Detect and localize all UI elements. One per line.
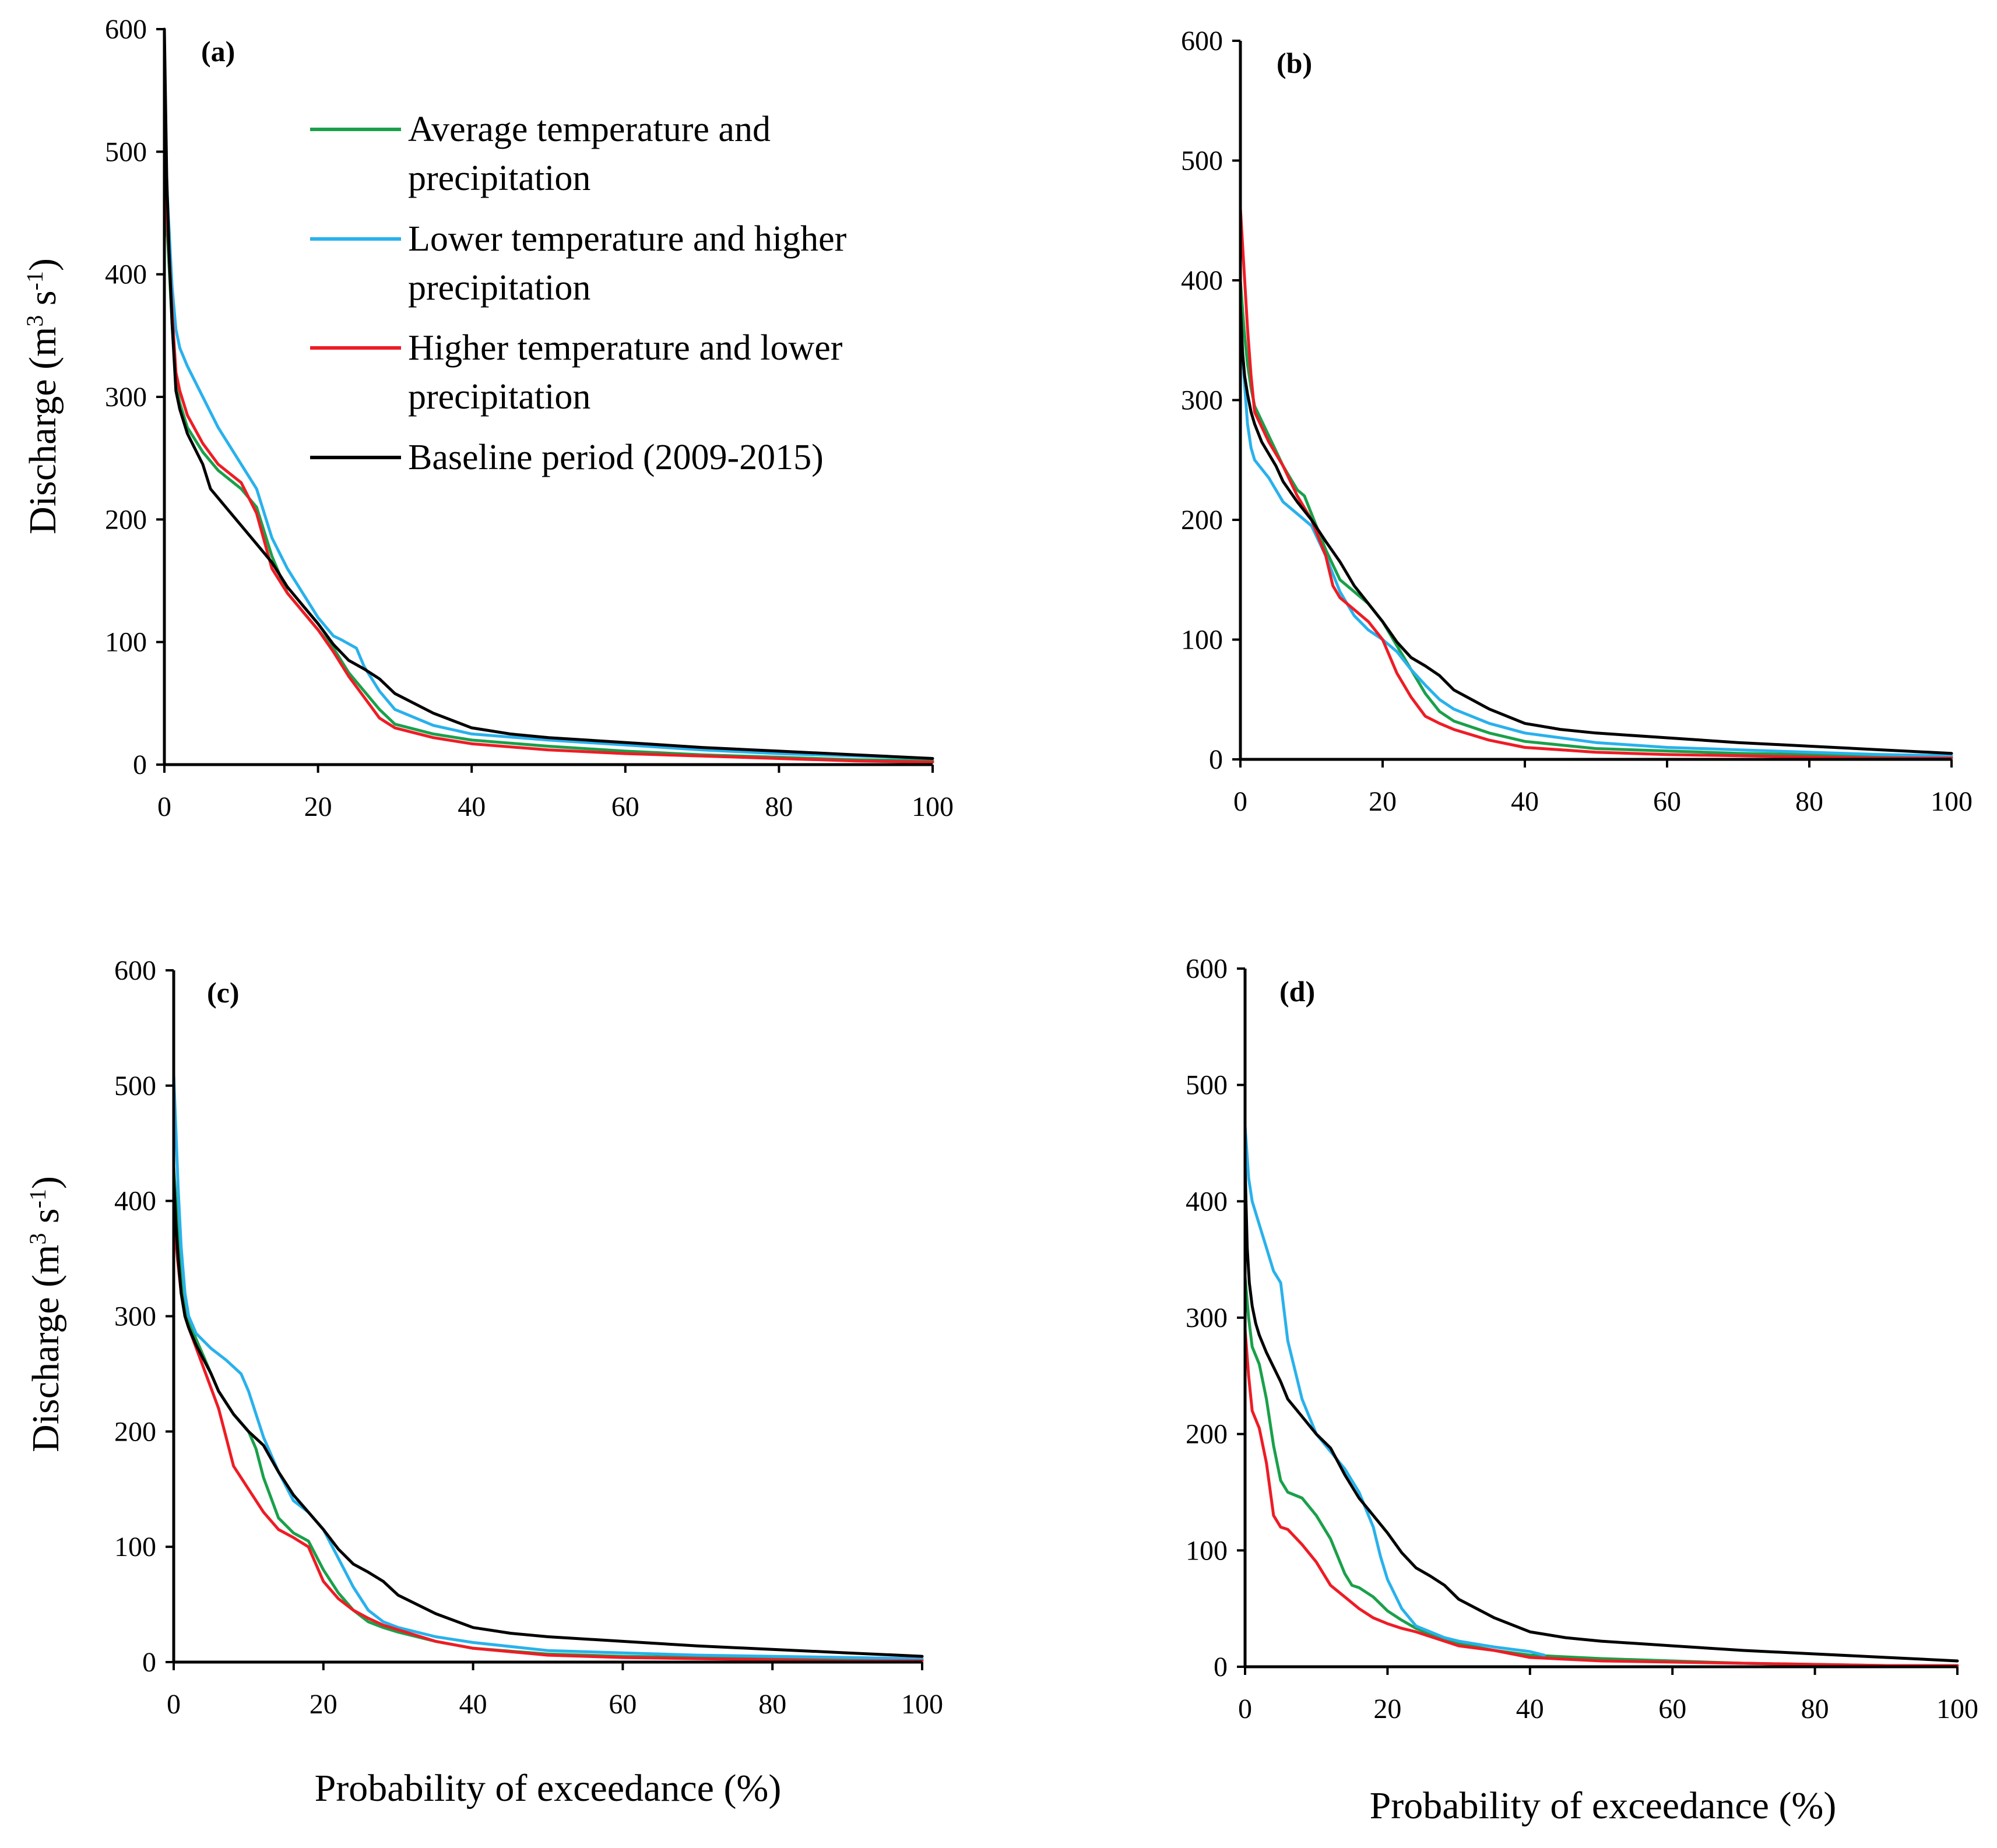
series-line-b-lower-temperature-and-higher-precipitation: [1239, 315, 1953, 758]
x-tick-label-b-0: 0: [1233, 786, 1247, 817]
y-tick-label-b-200: 200: [1181, 505, 1223, 536]
legend-item-lower-temp: Lower temperature and higher precipitati…: [310, 219, 847, 308]
svg-text:Discharge (m3 s-1): Discharge (m3 s-1): [22, 258, 65, 534]
x-tick-label-b-40: 40: [1511, 786, 1539, 817]
series-line-d-higher-temperature-and-lower-precipitation: [1243, 1328, 1959, 1667]
y-tick-label-b-300: 300: [1181, 385, 1223, 416]
x-tick-label-a-40: 40: [458, 791, 486, 822]
series-line-c-baseline-period-2009-2015: [172, 1176, 924, 1658]
legend-item-average: Average temperature and precipitation: [310, 110, 771, 198]
panel-c: 0 100 200 300 400 500 600 0 20 40 60 80 100 (c): [114, 955, 943, 1720]
y-tick-label-d-100: 100: [1186, 1535, 1228, 1566]
x-tick-label-d-100: 100: [1936, 1694, 1978, 1724]
legend: Average temperature and precipitation Lo…: [310, 110, 847, 477]
y-tick-label-b-600: 600: [1181, 26, 1223, 57]
legend-item-baseline: Baseline period (2009-2015): [310, 438, 824, 477]
x-tick-label-b-20: 20: [1369, 786, 1397, 817]
x-tick-label-c-80: 80: [758, 1689, 786, 1720]
series-line-a-higher-temperature-and-lower-precipitation: [163, 162, 934, 764]
y-tick-label-a-500: 500: [105, 136, 147, 167]
y-tick-label-b-400: 400: [1181, 265, 1223, 296]
x-tick-label-c-60: 60: [609, 1689, 637, 1720]
x-tick-label-a-0: 0: [157, 791, 171, 822]
x-tick-label-d-0: 0: [1238, 1694, 1252, 1724]
legend-label-higher-temp-line1: Higher temperature and lower: [408, 328, 843, 368]
panel-label-b: (b): [1277, 47, 1312, 79]
x-tick-label-c-100: 100: [901, 1689, 943, 1720]
y-tick-label-c-600: 600: [114, 955, 156, 986]
x-tick-label-d-80: 80: [1801, 1694, 1829, 1724]
y-tick-label-d-500: 500: [1186, 1070, 1228, 1101]
svg-text:Discharge (m3 s-1): Discharge (m3 s-1): [24, 1176, 68, 1452]
y-tick-label-d-600: 600: [1186, 953, 1228, 984]
x-tick-label-b-100: 100: [1931, 786, 1973, 817]
x-tick-label-b-80: 80: [1795, 786, 1823, 817]
x-tick-label-c-0: 0: [167, 1689, 181, 1720]
series-line-d-lower-temperature-and-higher-precipitation: [1243, 1124, 1546, 1657]
y-tick-label-c-0: 0: [142, 1647, 156, 1678]
y-tick-label-c-500: 500: [114, 1071, 156, 1101]
y-tick-label-d-400: 400: [1186, 1186, 1228, 1217]
legend-label-lower-temp-line1: Lower temperature and higher: [408, 219, 847, 259]
series-line-c-average-temperature-and-precipitation: [172, 1164, 924, 1662]
x-axis-title-d: Probability of exceedance (%): [1370, 1784, 1837, 1827]
panel-a: 0 100 200 300 400 500 600 0 20 40 60 80 100 (a): [105, 14, 954, 822]
y-tick-label-b-500: 500: [1181, 146, 1223, 177]
series-line-d-baseline-period-2009-2015: [1243, 1164, 1959, 1663]
series-line-a-baseline-period-2009-2015: [163, 27, 934, 760]
y-tick-label-a-600: 600: [105, 14, 147, 45]
y-tick-label-a-0: 0: [133, 749, 147, 780]
panel-label-d: (d): [1279, 975, 1315, 1008]
y-tick-label-a-300: 300: [105, 382, 147, 413]
y-tick-label-d-200: 200: [1186, 1419, 1228, 1450]
legend-label-lower-temp-line2: precipitation: [408, 268, 590, 308]
y-tick-label-a-200: 200: [105, 504, 147, 535]
legend-label-baseline: Baseline period (2009-2015): [408, 438, 824, 477]
x-tick-label-d-20: 20: [1373, 1694, 1401, 1724]
y-tick-label-a-400: 400: [105, 259, 147, 290]
y-tick-label-a-100: 100: [105, 627, 147, 658]
series-line-b-baseline-period-2009-2015: [1239, 302, 1953, 755]
legend-label-average-line2: precipitation: [408, 159, 590, 198]
y-tick-label-d-300: 300: [1186, 1303, 1228, 1333]
legend-label-higher-temp-line2: precipitation: [408, 377, 590, 417]
y-tick-label-c-400: 400: [114, 1186, 156, 1217]
y-tick-label-c-200: 200: [114, 1416, 156, 1447]
x-tick-label-c-40: 40: [459, 1689, 487, 1720]
y-tick-label-c-300: 300: [114, 1301, 156, 1332]
y-tick-label-b-100: 100: [1181, 625, 1223, 656]
y-axis-title-c: Discharge (m3 s-1): [24, 1176, 68, 1452]
series-line-c-lower-temperature-and-higher-precipitation: [172, 1072, 924, 1660]
series-line-d-average-temperature-and-precipitation: [1243, 1275, 1959, 1667]
series-line-c-higher-temperature-and-lower-precipitation: [172, 1210, 924, 1663]
x-tick-label-d-40: 40: [1516, 1694, 1544, 1724]
x-tick-label-a-20: 20: [304, 791, 332, 822]
x-tick-label-a-80: 80: [765, 791, 793, 822]
x-tick-label-b-60: 60: [1653, 786, 1681, 817]
x-tick-label-a-100: 100: [912, 791, 954, 822]
y-tick-label-b-0: 0: [1209, 744, 1223, 775]
series-line-a-lower-temperature-and-higher-precipitation: [163, 138, 934, 760]
x-tick-label-a-60: 60: [611, 791, 639, 822]
x-tick-label-c-20: 20: [310, 1689, 337, 1720]
legend-label-average-line1: Average temperature and: [408, 110, 771, 149]
y-tick-label-d-0: 0: [1214, 1652, 1228, 1682]
y-tick-label-c-100: 100: [114, 1532, 156, 1562]
x-tick-label-d-60: 60: [1658, 1694, 1686, 1724]
series-line-b-average-temperature-and-precipitation: [1239, 279, 1953, 759]
x-axis-title-c: Probability of exceedance (%): [315, 1767, 782, 1810]
y-axis-title-a: Discharge (m3 s-1): [22, 258, 65, 534]
panel-d: 0 100 200 300 400 500 600 0 20 40 60 80 100 (d): [1186, 953, 1978, 1724]
panel-label-a: (a): [201, 35, 235, 68]
panel-b: 0 100 200 300 400 500 600 0 20 40 60 80 100 (b): [1181, 26, 1973, 817]
legend-item-higher-temp: Higher temperature and lower precipitati…: [310, 328, 843, 417]
panel-label-c: (c): [207, 976, 240, 1009]
series-line-b-higher-temperature-and-lower-precipitation: [1239, 207, 1953, 760]
